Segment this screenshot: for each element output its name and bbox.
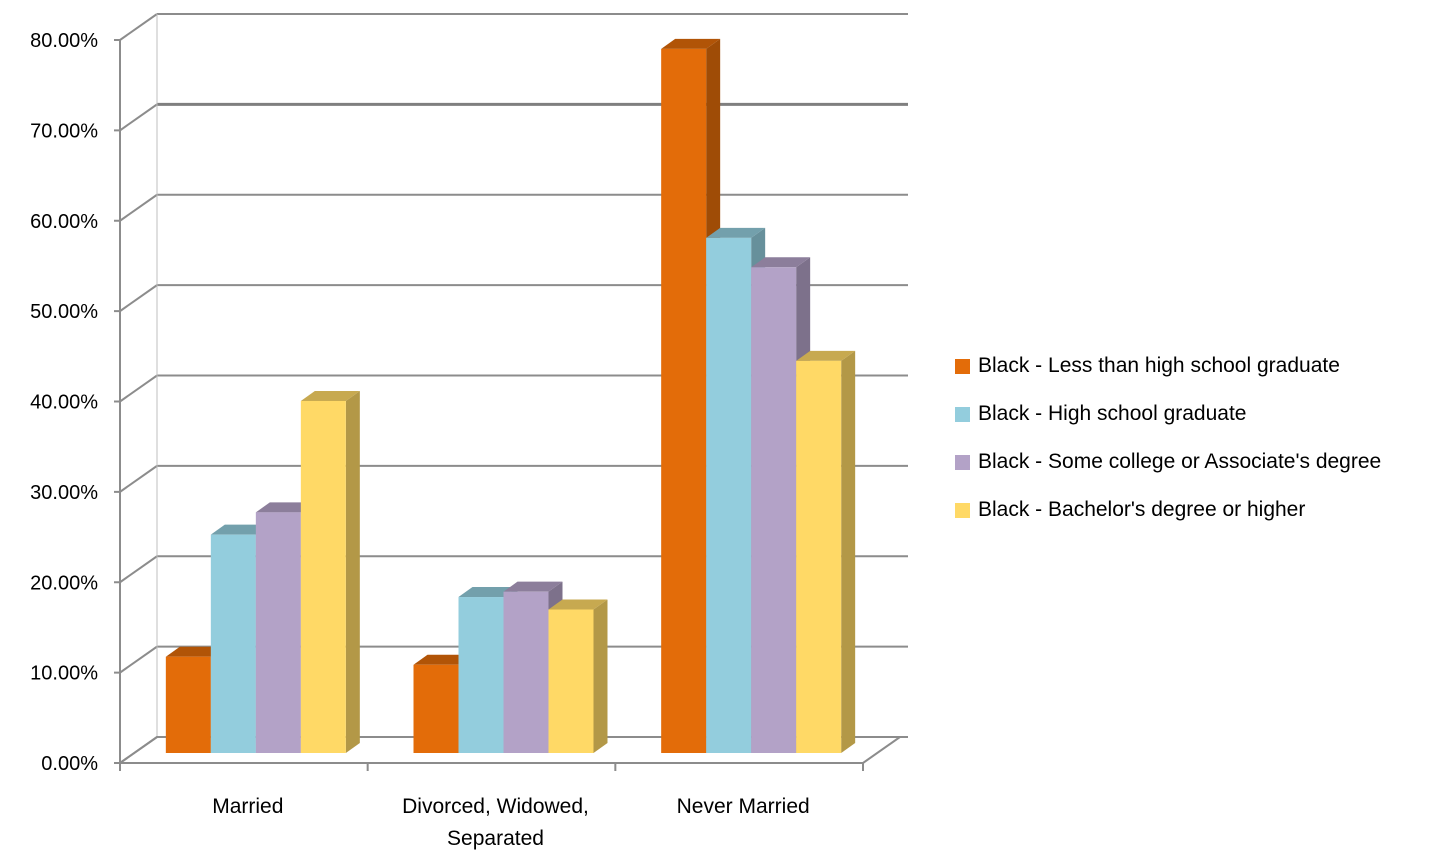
bar-top bbox=[548, 599, 608, 610]
y-tick-label: 30.00% bbox=[30, 482, 98, 504]
bar-front bbox=[751, 267, 797, 753]
gridline-depth bbox=[119, 103, 158, 132]
legend-item: Black - Bachelor's degree or higher bbox=[955, 486, 1381, 534]
x-tick-label: Married bbox=[212, 795, 283, 818]
bar-side bbox=[345, 390, 360, 753]
gridline-depth bbox=[119, 284, 158, 312]
gridline-depth bbox=[119, 645, 158, 674]
y-tick-label: 0.00% bbox=[41, 753, 98, 775]
bar-front bbox=[661, 48, 707, 754]
bar-top bbox=[706, 227, 766, 238]
legend-swatch bbox=[955, 454, 970, 470]
bar-top bbox=[165, 646, 225, 657]
y-tick-label: 70.00% bbox=[30, 120, 98, 142]
bar-front bbox=[796, 360, 842, 753]
legend-label: Black - High school graduate bbox=[978, 402, 1247, 425]
legend-swatch bbox=[955, 406, 970, 422]
y-tick-label: 40.00% bbox=[30, 392, 98, 414]
bar-top bbox=[458, 587, 518, 598]
legend-swatch bbox=[955, 502, 970, 518]
legend-label: Black - Less than high school graduate bbox=[978, 354, 1340, 377]
bar-front bbox=[503, 591, 549, 753]
bar-front bbox=[165, 656, 211, 753]
x-tick-label: Separated bbox=[447, 827, 544, 850]
bar bbox=[548, 599, 608, 753]
bar-front bbox=[255, 512, 301, 753]
bar bbox=[300, 390, 360, 753]
y-tick-label: 10.00% bbox=[30, 663, 98, 685]
y-tick-label: 50.00% bbox=[30, 301, 98, 323]
bar-top bbox=[661, 38, 721, 49]
y-tick-label: 60.00% bbox=[30, 211, 98, 233]
bar-front bbox=[548, 609, 594, 753]
gridline-depth bbox=[119, 555, 158, 584]
legend-item: Black - Less than high school graduate bbox=[955, 342, 1381, 390]
bar-front bbox=[300, 400, 346, 753]
gridline-depth bbox=[119, 374, 158, 403]
gridline-depth bbox=[119, 465, 158, 493]
legend-label: Black - Bachelor's degree or higher bbox=[978, 498, 1306, 521]
x-tick-label: Never Married bbox=[677, 795, 810, 818]
bar-top bbox=[210, 524, 270, 535]
y-tick-label: 80.00% bbox=[30, 30, 98, 52]
bar-top bbox=[796, 350, 856, 361]
chart-legend: Black - Less than high school graduate Bl… bbox=[955, 342, 1381, 534]
bar-side bbox=[593, 599, 608, 753]
bar-front bbox=[706, 237, 752, 754]
bar-top bbox=[751, 257, 811, 268]
legend-item: Black - Some college or Associate's degr… bbox=[955, 438, 1381, 486]
bar-top bbox=[503, 581, 563, 592]
bar-top bbox=[413, 654, 473, 665]
legend-item: Black - High school graduate bbox=[955, 390, 1381, 438]
bar-side bbox=[841, 350, 856, 753]
x-tick-label: Divorced, Widowed, bbox=[402, 795, 589, 818]
legend-label: Black - Some college or Associate's degr… bbox=[978, 450, 1382, 473]
bar-front bbox=[458, 597, 504, 753]
bar-front bbox=[413, 664, 459, 753]
bar bbox=[796, 350, 856, 753]
y-tick-label: 20.00% bbox=[30, 572, 98, 594]
legend-swatch bbox=[955, 358, 970, 374]
gridline-depth bbox=[119, 193, 158, 222]
bar-front bbox=[210, 534, 256, 753]
bar-top bbox=[300, 390, 360, 401]
gridline-depth bbox=[119, 13, 158, 41]
bar-top bbox=[255, 502, 315, 513]
